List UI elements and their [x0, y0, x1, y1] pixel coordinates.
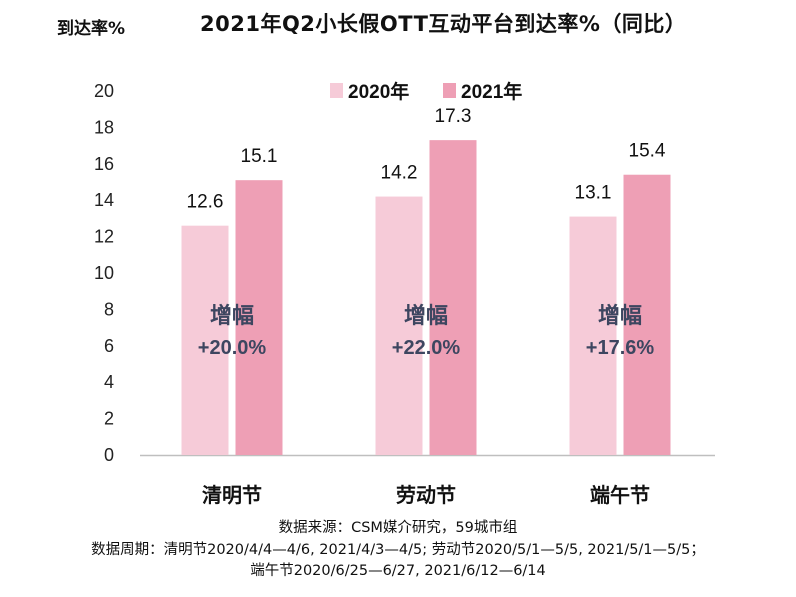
x-category-label: 劳动节 [396, 483, 456, 507]
growth-label: 增幅 [404, 303, 448, 329]
data-label: 15.4 [629, 141, 666, 162]
bar-2021年 [235, 180, 283, 455]
data-period-line-2: 端午节2020/6/25—6/27, 2021/6/12—6/14 [250, 563, 546, 579]
growth-value: +20.0% [198, 337, 267, 359]
y-tick-label: 6 [104, 336, 114, 356]
y-tick-label: 2 [104, 409, 114, 429]
legend-label: 2020年 [348, 80, 409, 103]
data-label: 17.3 [435, 106, 472, 127]
bar-2021年 [429, 140, 477, 455]
data-source-note: 数据来源：CSM媒介研究，59城市组 [278, 520, 518, 536]
bar-2021年 [623, 174, 671, 455]
data-period-line-1: 数据周期：清明节2020/4/4—4/6, 2021/4/3—4/5; 劳动节2… [91, 542, 705, 558]
growth-label: 增幅 [210, 303, 254, 329]
growth-value: +17.6% [586, 337, 655, 359]
data-label: 15.1 [241, 146, 278, 167]
y-tick-label: 10 [94, 263, 114, 283]
y-axis-title: 到达率% [57, 19, 126, 39]
growth-label: 增幅 [598, 303, 642, 329]
y-tick-label: 0 [104, 445, 114, 465]
y-tick-label: 16 [94, 154, 114, 174]
bar-2020年 [569, 216, 617, 455]
y-tick-label: 8 [104, 299, 114, 319]
y-tick-label: 14 [94, 190, 114, 210]
legend-swatch-2021年 [443, 83, 456, 98]
bar-2020年 [375, 196, 423, 455]
legend-swatch-2020年 [330, 83, 343, 98]
y-tick-label: 20 [94, 81, 114, 101]
data-label: 13.1 [575, 183, 612, 204]
y-tick-label: 12 [94, 227, 114, 247]
data-label: 14.2 [381, 163, 418, 184]
y-tick-label: 4 [104, 372, 114, 392]
legend-label: 2021年 [461, 80, 522, 103]
bar-2020年 [181, 225, 229, 455]
chart-title: 2021年Q2小长假OTT互动平台到达率%（同比） [200, 12, 687, 36]
x-category-label: 清明节 [202, 483, 262, 507]
x-category-label: 端午节 [590, 483, 650, 507]
data-label: 12.6 [187, 192, 224, 213]
growth-value: +22.0% [392, 337, 461, 359]
y-tick-label: 18 [94, 117, 114, 137]
